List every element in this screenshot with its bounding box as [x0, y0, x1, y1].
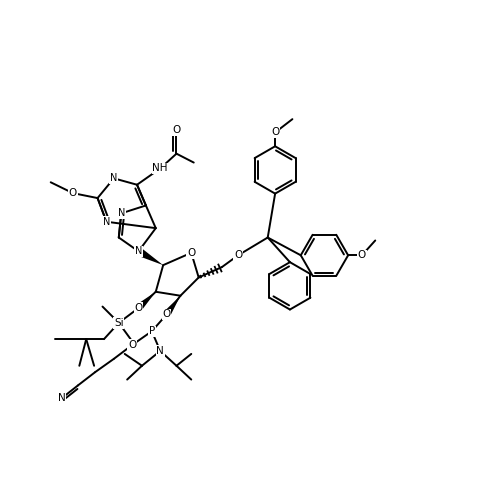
- Text: O: O: [187, 248, 195, 258]
- Text: NH: NH: [152, 163, 168, 174]
- Text: N: N: [118, 208, 125, 218]
- Text: O: O: [358, 250, 366, 261]
- Text: O: O: [271, 128, 279, 138]
- Text: O: O: [234, 250, 242, 261]
- Text: N: N: [135, 246, 142, 256]
- Text: O: O: [69, 188, 77, 198]
- Text: N: N: [103, 217, 110, 227]
- Text: O: O: [172, 126, 181, 135]
- Text: O: O: [163, 309, 171, 319]
- Text: P: P: [149, 326, 155, 336]
- Text: N: N: [58, 393, 65, 403]
- Text: O: O: [128, 340, 136, 350]
- Text: N: N: [110, 174, 118, 184]
- Polygon shape: [136, 292, 156, 311]
- Text: Si: Si: [114, 318, 124, 328]
- Text: O: O: [134, 303, 143, 313]
- Polygon shape: [164, 296, 181, 317]
- Text: N: N: [156, 346, 164, 356]
- Polygon shape: [136, 248, 163, 265]
